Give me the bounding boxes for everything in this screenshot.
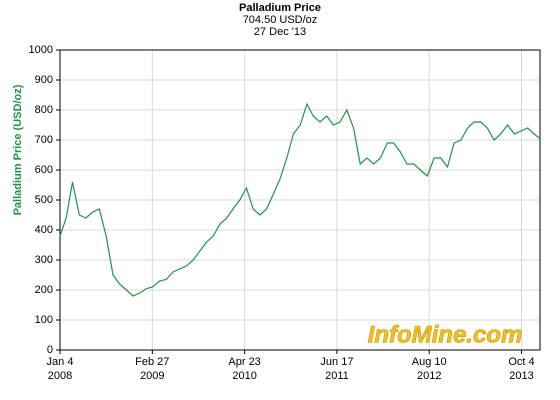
chart-subtitle: 704.50 USD/oz	[243, 14, 318, 26]
y-tick-label: 800	[35, 104, 53, 116]
x-tick-label: Feb 27	[135, 356, 169, 368]
y-tick-label: 900	[35, 74, 53, 86]
y-tick-label: 1000	[29, 44, 53, 56]
x-tick-label: Oct 4	[508, 356, 534, 368]
x-tick-label: 2013	[509, 370, 533, 382]
y-tick-label: 300	[35, 254, 53, 266]
x-tick-label: Aug 10	[412, 356, 447, 368]
y-tick-label: 400	[35, 224, 53, 236]
watermark: InfoMine.com	[368, 321, 523, 348]
y-tick-label: 100	[35, 314, 53, 326]
y-tick-label: 600	[35, 164, 53, 176]
y-axis-label: Palladium Price (USD/oz)	[12, 84, 24, 215]
x-tick-label: 2008	[48, 370, 72, 382]
x-tick-label: 2011	[325, 370, 349, 382]
x-tick-label: Apr 23	[228, 356, 260, 368]
chart-subtitle: 27 Dec '13	[254, 26, 306, 38]
x-tick-label: 2010	[232, 370, 256, 382]
x-tick-label: Jan 4	[47, 356, 74, 368]
y-tick-label: 500	[35, 194, 53, 206]
plot-frame	[59, 49, 541, 351]
y-tick-label: 200	[35, 284, 53, 296]
price-line	[59, 102, 541, 297]
y-tick-label: 0	[47, 344, 53, 356]
x-tick-label: 2009	[140, 370, 164, 382]
y-tick-label: 700	[35, 134, 53, 146]
x-tick-label: Jun 17	[320, 356, 353, 368]
x-tick-label: 2012	[417, 370, 441, 382]
chart-title: Palladium Price	[239, 2, 321, 14]
